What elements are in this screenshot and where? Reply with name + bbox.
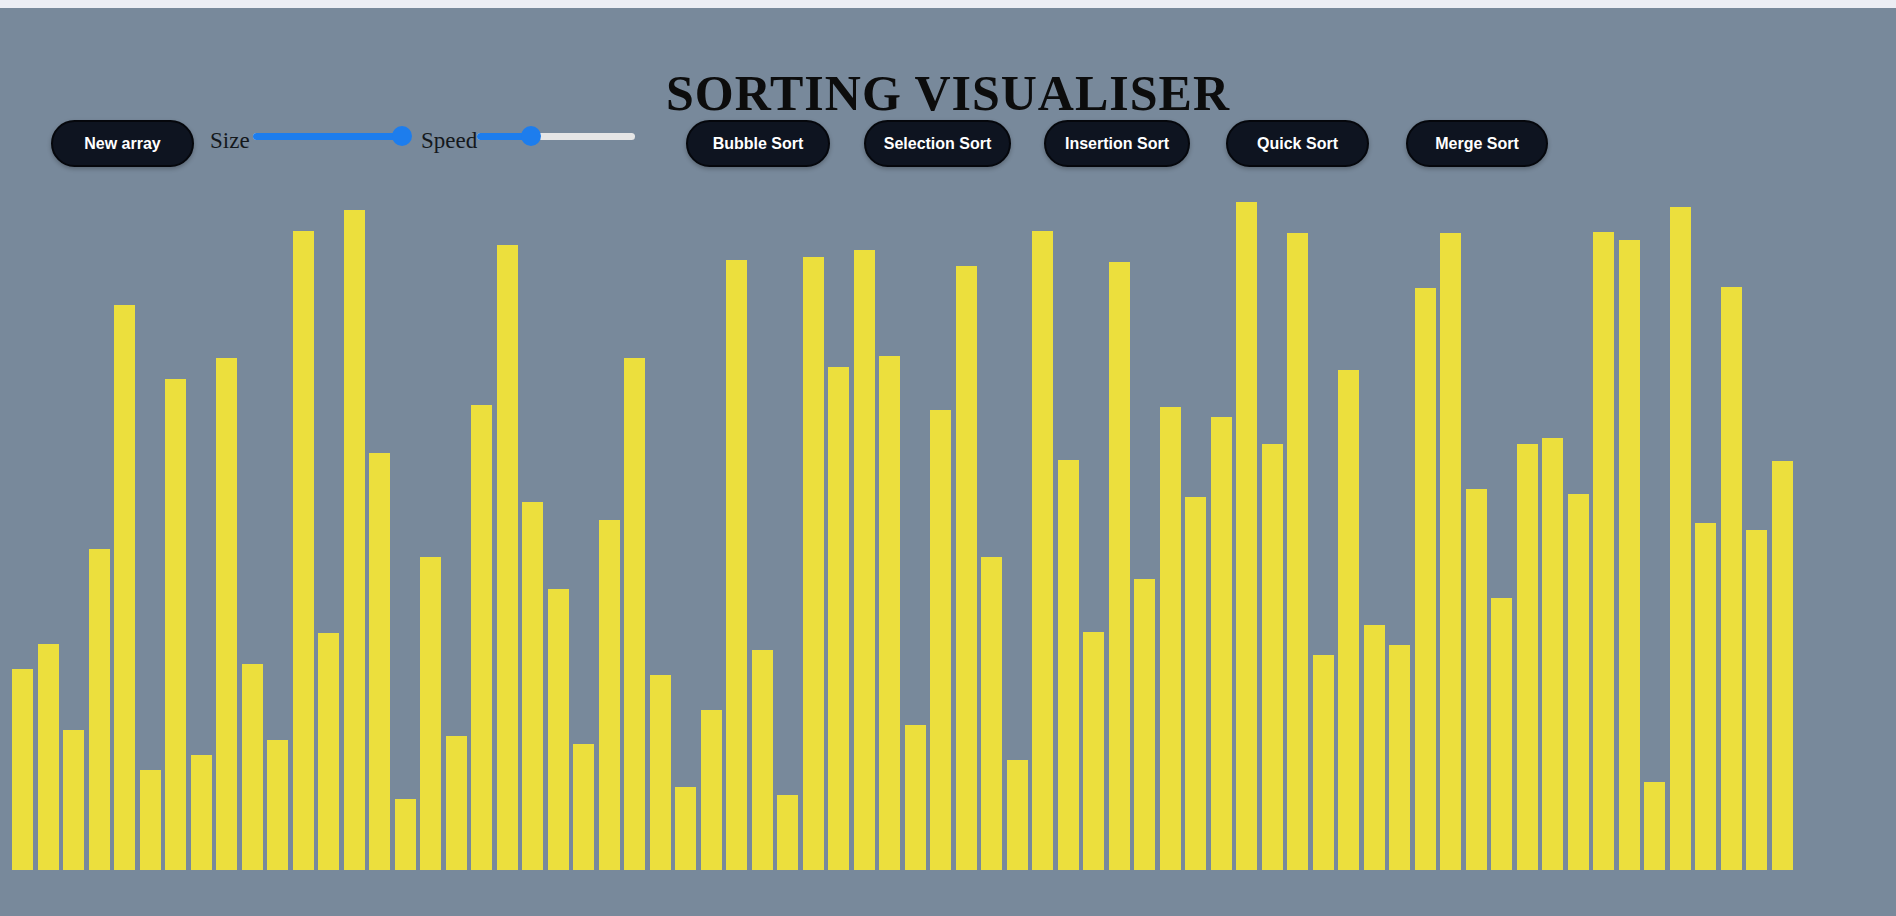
array-bar [1772,461,1793,870]
array-bar [752,650,773,870]
array-bar [624,358,645,870]
array-bar [1619,240,1640,870]
array-bar [1134,579,1155,870]
array-bar [1211,417,1232,870]
array-bar [446,736,467,870]
array-bar [140,770,161,870]
array-bar [1313,655,1334,870]
array-bar [1670,207,1691,870]
array-bar [548,589,569,870]
array-bar [1032,231,1053,870]
array-bar [318,633,339,870]
array-bar [854,250,875,870]
array-bar [191,755,212,870]
array-bar [956,266,977,870]
array-bar [1236,202,1257,870]
array-bar [599,520,620,870]
array-bar [650,675,671,870]
array-bar [1746,530,1767,870]
array-bar [1083,632,1104,870]
array-bar [344,210,365,870]
array-bar [497,245,518,870]
array-bar [675,787,696,870]
array-bar [777,795,798,870]
array-bar [1491,598,1512,870]
array-bar [1058,460,1079,870]
array-bar [1644,782,1665,870]
array-bar [522,502,543,870]
array-bar [38,644,59,870]
array-bar [216,358,237,870]
array-bar [1338,370,1359,870]
array-bar [267,740,288,870]
array-bar [1160,407,1181,870]
array-bar [1389,645,1410,870]
array-bar [1721,287,1742,870]
array-bar [1568,494,1589,870]
array-bar [293,231,314,870]
array-bar [573,744,594,870]
array-bar [420,557,441,870]
array-bar [905,725,926,870]
array-bar [1466,489,1487,870]
array-bar [395,799,416,870]
array-bar [1007,760,1028,870]
array-bar [1542,438,1563,870]
array-bar [369,453,390,870]
array-bar [1109,262,1130,870]
array-bar [1440,233,1461,870]
array-bar [1593,232,1614,870]
array-bar [1517,444,1538,870]
array-bar [1287,233,1308,870]
array-bar [114,305,135,870]
array-bar [1364,625,1385,870]
array-bar [803,257,824,870]
array-bar [165,379,186,870]
array-bar [12,669,33,870]
array-bar [726,260,747,870]
array-bar [89,549,110,870]
array-bar [1185,497,1206,870]
array-bar [1262,444,1283,870]
array-bar [1695,523,1716,870]
array-bar [1415,288,1436,870]
array-bar [981,557,1002,870]
array-bar [879,356,900,870]
array-bar [63,730,84,870]
bars-container [12,0,1797,870]
array-bar [930,410,951,870]
array-bar [242,664,263,870]
array-bar [701,710,722,870]
array-bar [471,405,492,870]
array-bar [828,367,849,870]
